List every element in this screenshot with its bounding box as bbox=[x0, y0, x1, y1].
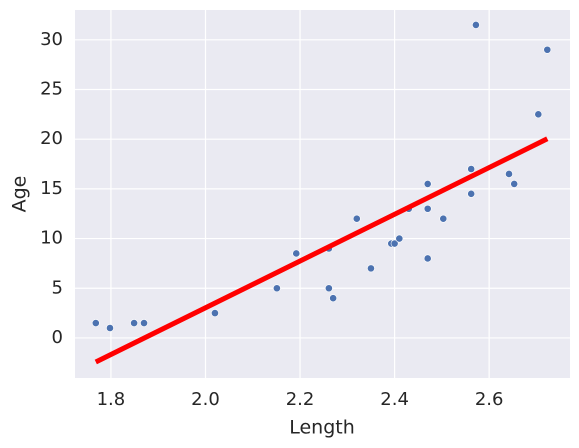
point bbox=[423, 254, 432, 263]
grid bbox=[75, 10, 570, 378]
point bbox=[543, 45, 552, 54]
point bbox=[423, 204, 432, 213]
point bbox=[395, 234, 404, 243]
point bbox=[106, 324, 114, 332]
point bbox=[423, 180, 432, 188]
point bbox=[505, 170, 513, 178]
y-tick-label: 5 bbox=[52, 277, 63, 298]
point bbox=[510, 180, 519, 188]
point bbox=[534, 110, 543, 119]
x-tick-label: 1.8 bbox=[97, 389, 126, 410]
y-tick-label: 15 bbox=[40, 178, 63, 199]
point bbox=[439, 214, 448, 223]
regression-line bbox=[94, 136, 549, 365]
x-axis-label: Length bbox=[289, 417, 355, 439]
x-tick-label: 2.6 bbox=[475, 389, 504, 410]
point bbox=[211, 309, 219, 318]
point bbox=[367, 264, 375, 273]
plot-area bbox=[75, 10, 570, 378]
point bbox=[329, 294, 338, 303]
x-tick-label: 2.2 bbox=[286, 389, 315, 410]
point bbox=[324, 284, 333, 293]
y-tick-label: 10 bbox=[40, 228, 63, 249]
point bbox=[140, 319, 148, 327]
point bbox=[272, 284, 281, 293]
y-tick-label: 0 bbox=[52, 327, 63, 348]
point bbox=[390, 239, 399, 248]
point bbox=[472, 21, 480, 29]
point bbox=[467, 165, 476, 173]
marks bbox=[91, 21, 552, 365]
y-axis-label: Age bbox=[9, 176, 31, 213]
point bbox=[292, 249, 301, 258]
point bbox=[467, 189, 476, 198]
point bbox=[91, 319, 100, 327]
x-tick-label: 2.0 bbox=[191, 389, 220, 410]
point bbox=[352, 214, 361, 223]
y-tick-label: 20 bbox=[40, 128, 63, 149]
y-tick-label: 30 bbox=[40, 29, 63, 50]
y-tick-label: 25 bbox=[40, 79, 63, 100]
point bbox=[130, 319, 138, 327]
x-tick-label: 2.4 bbox=[380, 389, 409, 410]
